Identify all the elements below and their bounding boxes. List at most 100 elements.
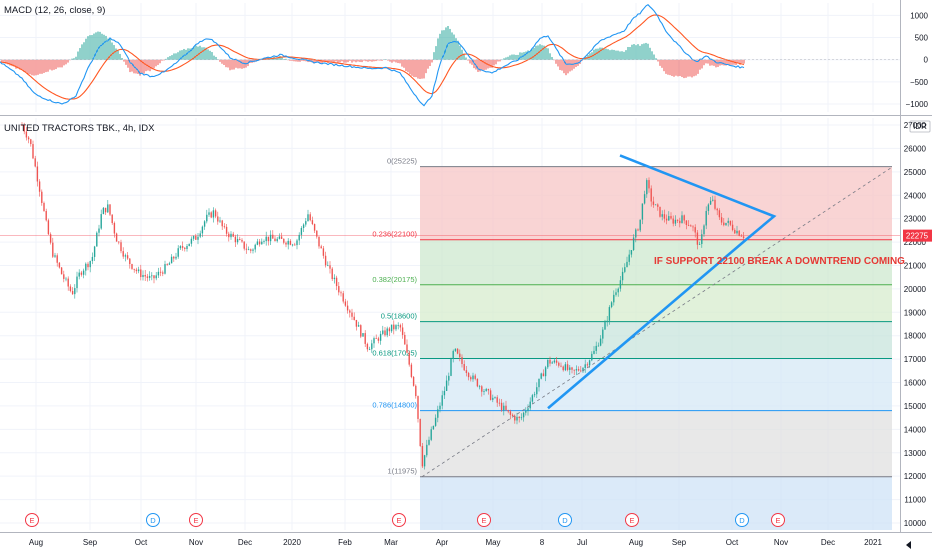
event-marker-earnings[interactable]: E: [392, 513, 406, 527]
candle-body: [679, 220, 681, 224]
candle-body: [230, 233, 232, 238]
candle-body: [478, 386, 481, 388]
macd-histogram-bar: [51, 59, 53, 71]
macd-line: [0, 4, 745, 107]
macd-histogram-bar: [407, 59, 409, 73]
candle-body: [529, 401, 531, 409]
macd-histogram-bar: [725, 59, 727, 66]
price-y-tick: 26000: [904, 144, 927, 153]
macd-histogram-bar: [339, 59, 341, 63]
macd-histogram-bar: [389, 59, 391, 62]
macd-histogram-bar: [507, 56, 509, 60]
candle-body: [87, 263, 89, 268]
macd-histogram-bar: [647, 43, 649, 60]
event-marker-earnings[interactable]: E: [771, 513, 785, 527]
macd-histogram-bar: [645, 42, 647, 60]
macd-histogram-bar: [209, 50, 211, 60]
event-marker-dividend[interactable]: D: [735, 513, 749, 527]
candle-body: [327, 265, 329, 267]
macd-histogram-bar: [643, 43, 645, 60]
macd-histogram-bar: [545, 47, 547, 60]
event-circle: [25, 513, 39, 527]
macd-histogram-bar: [7, 59, 9, 65]
event-marker-earnings[interactable]: E: [189, 513, 203, 527]
macd-histogram-bar: [635, 45, 637, 60]
macd-histogram-bar: [603, 48, 605, 60]
candle-body: [718, 210, 721, 218]
candle-body: [652, 201, 655, 205]
macd-histogram-bar: [357, 59, 359, 62]
event-marker-dividend[interactable]: D: [146, 513, 160, 527]
candle-body: [157, 271, 160, 276]
candle-body: [368, 349, 371, 351]
macd-histogram-bar: [723, 59, 725, 66]
candle-body: [32, 144, 34, 159]
candle-body: [566, 364, 569, 370]
candle-body: [217, 216, 219, 222]
macd-histogram-bar: [227, 59, 229, 68]
candle-body: [465, 370, 468, 373]
macd-histogram-bar: [67, 59, 69, 63]
macd-histogram-bar: [447, 26, 449, 60]
candle-body: [203, 221, 206, 227]
candle-body: [672, 218, 674, 224]
candle-body: [104, 207, 107, 213]
event-marker-dividend[interactable]: D: [558, 513, 572, 527]
macd-histogram-bar: [149, 59, 151, 72]
macd-histogram-bar: [409, 59, 411, 75]
candle-body: [489, 390, 492, 400]
candle-body: [401, 327, 404, 335]
time-tick: Oct: [726, 538, 739, 547]
candle-body: [89, 261, 91, 268]
macd-histogram-bar: [597, 48, 599, 60]
macd-histogram-bar: [529, 51, 531, 60]
macd-histogram-bar: [661, 59, 663, 68]
macd-histogram-bar: [667, 59, 669, 75]
macd-histogram-bar: [37, 59, 39, 75]
macd-histogram-bar: [657, 59, 659, 62]
macd-y-tick: −1000: [906, 100, 929, 109]
candle-body: [426, 444, 428, 456]
candle-body: [67, 278, 69, 287]
candle-body: [487, 389, 490, 391]
fib-zone-extension: [420, 476, 892, 530]
candle-body: [663, 214, 666, 219]
candle-body: [419, 418, 421, 447]
candle-body: [159, 271, 162, 273]
event-marker-earnings[interactable]: E: [477, 513, 491, 527]
event-circle: [625, 513, 639, 527]
chart-annotation: IF SUPPORT 22100 BREAK A DOWNTREND COMIN…: [654, 256, 905, 267]
candle-body: [516, 416, 518, 421]
candle-body: [494, 397, 496, 399]
macd-pane: [0, 4, 900, 107]
candle-body: [595, 345, 597, 351]
candle-body: [668, 216, 670, 221]
candle-body: [309, 214, 311, 221]
candle-body: [421, 446, 424, 467]
price-y-tick: 11000: [904, 496, 926, 505]
macd-histogram-bar: [25, 59, 27, 73]
macd-histogram-bar: [171, 55, 173, 60]
time-tick: Dec: [238, 538, 252, 547]
event-marker-earnings[interactable]: E: [25, 513, 39, 527]
candle-body: [736, 230, 738, 234]
event-marker-earnings[interactable]: E: [625, 513, 639, 527]
macd-histogram-bar: [325, 59, 327, 62]
candle-body: [619, 280, 622, 289]
candle-body: [393, 324, 395, 330]
macd-histogram-bar: [77, 51, 79, 60]
time-tick: Feb: [338, 538, 352, 547]
macd-histogram-bar: [33, 59, 35, 76]
scroll-to-realtime-button[interactable]: [906, 541, 911, 549]
macd-histogram-bar: [161, 59, 163, 61]
dashed-trendline: [421, 166, 893, 478]
symmetrical-triangle: [547, 154, 777, 410]
event-circle: [558, 513, 572, 527]
macd-histogram-bar: [419, 59, 421, 79]
currency-label[interactable]: IDR: [913, 122, 927, 131]
macd-histogram-bar: [31, 59, 33, 76]
candle-body: [313, 224, 316, 231]
candle-body: [474, 375, 476, 379]
event-circle: [771, 513, 785, 527]
